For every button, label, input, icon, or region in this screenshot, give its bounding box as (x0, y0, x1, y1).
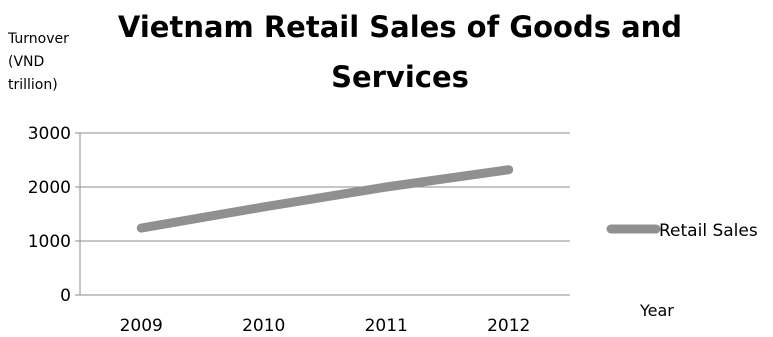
chart-title-line-1: Vietnam Retail Sales of Goods and (118, 10, 682, 44)
x-tick-label-2010: 2010 (242, 316, 285, 336)
x-tick-label-2012: 2012 (487, 316, 530, 336)
y-tick-label-1000: 1000 (28, 232, 71, 252)
y-tick-label-3000: 3000 (28, 124, 71, 144)
y-axis-label-line-2: (VND (8, 54, 44, 70)
y-tick-labels: 0 1000 2000 3000 (28, 124, 71, 306)
y-axis-label-line-3: trillion) (8, 77, 58, 93)
series-lines (136, 165, 514, 233)
x-tick-label-2011: 2011 (365, 316, 408, 336)
chart-title-line-2: Services (331, 60, 469, 94)
x-tick-label-2009: 2009 (120, 316, 163, 336)
x-tick-labels: 2009 2010 2011 2012 (120, 316, 531, 336)
x-axis-label: Year (639, 301, 674, 320)
y-axis-label-line-1: Turnover (7, 31, 69, 47)
legend-label-retail-sales: Retail Sales (659, 221, 758, 241)
y-tick-label-0: 0 (60, 286, 71, 306)
series-line-retail-sales (136, 165, 514, 233)
y-tick-label-2000: 2000 (28, 178, 71, 198)
gridlines (75, 132, 570, 296)
